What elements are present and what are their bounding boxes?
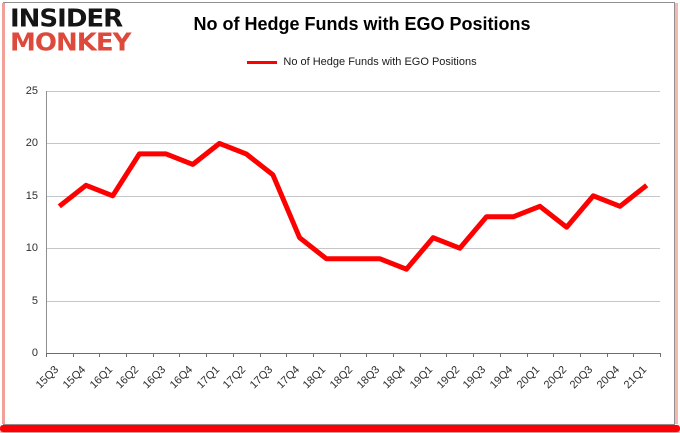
x-axis-tick — [366, 353, 368, 357]
x-axis-tick — [72, 353, 74, 357]
y-gridline — [46, 300, 660, 302]
insider-monkey-logo: INSIDER MONKEY — [10, 4, 131, 58]
y-gridline — [46, 195, 660, 197]
x-axis-tick — [179, 353, 181, 357]
x-axis-tick — [152, 353, 154, 357]
y-gridline — [46, 248, 660, 250]
y-axis-label: 0 — [31, 347, 38, 359]
y-axis-label: 25 — [25, 85, 38, 97]
x-axis-tick — [339, 353, 341, 357]
x-axis-tick — [579, 353, 581, 357]
x-axis-tick — [419, 353, 421, 357]
y-axis-label: 20 — [25, 137, 38, 150]
legend-line-swatch — [247, 60, 278, 64]
y-gridline — [46, 143, 660, 145]
x-axis-tick — [526, 353, 528, 357]
x-axis-tick — [499, 353, 501, 357]
logo-monkey-text: MONKEY — [10, 28, 131, 58]
x-axis-tick — [553, 353, 555, 357]
x-axis-tick — [46, 353, 47, 357]
left-red-stripe — [2, 3, 5, 424]
x-axis-tick — [633, 353, 635, 357]
x-axis-tick — [473, 353, 475, 357]
y-axis-label: 5 — [31, 294, 38, 307]
legend: No of Hedge Funds with EGO Positions — [60, 56, 664, 68]
x-axis-tick — [660, 353, 661, 357]
x-axis-tick — [259, 353, 261, 357]
bottom-red-bar — [0, 425, 680, 432]
right-red-stripe — [675, 3, 678, 424]
y-axis-label: 10 — [25, 242, 38, 255]
chart-frame-border — [3, 2, 675, 425]
x-axis-tick — [286, 353, 288, 357]
chart-title: No of Hedge Funds with EGO Positions — [193, 14, 531, 34]
x-axis-tick — [446, 353, 448, 357]
logo-insider-text: INSIDER — [10, 4, 123, 34]
y-gridline — [46, 91, 660, 92]
x-axis-tick — [606, 353, 608, 357]
x-axis-tick — [393, 353, 395, 357]
x-axis-tick — [126, 353, 128, 357]
x-axis-tick — [99, 353, 101, 357]
x-axis-line — [46, 353, 660, 354]
legend-label: No of Hedge Funds with EGO Positions — [283, 56, 477, 68]
x-axis-tick — [232, 353, 234, 357]
y-axis-label: 15 — [25, 189, 38, 202]
y-axis-line — [46, 91, 47, 353]
x-axis-tick — [206, 353, 208, 357]
x-axis-tick — [312, 353, 314, 357]
